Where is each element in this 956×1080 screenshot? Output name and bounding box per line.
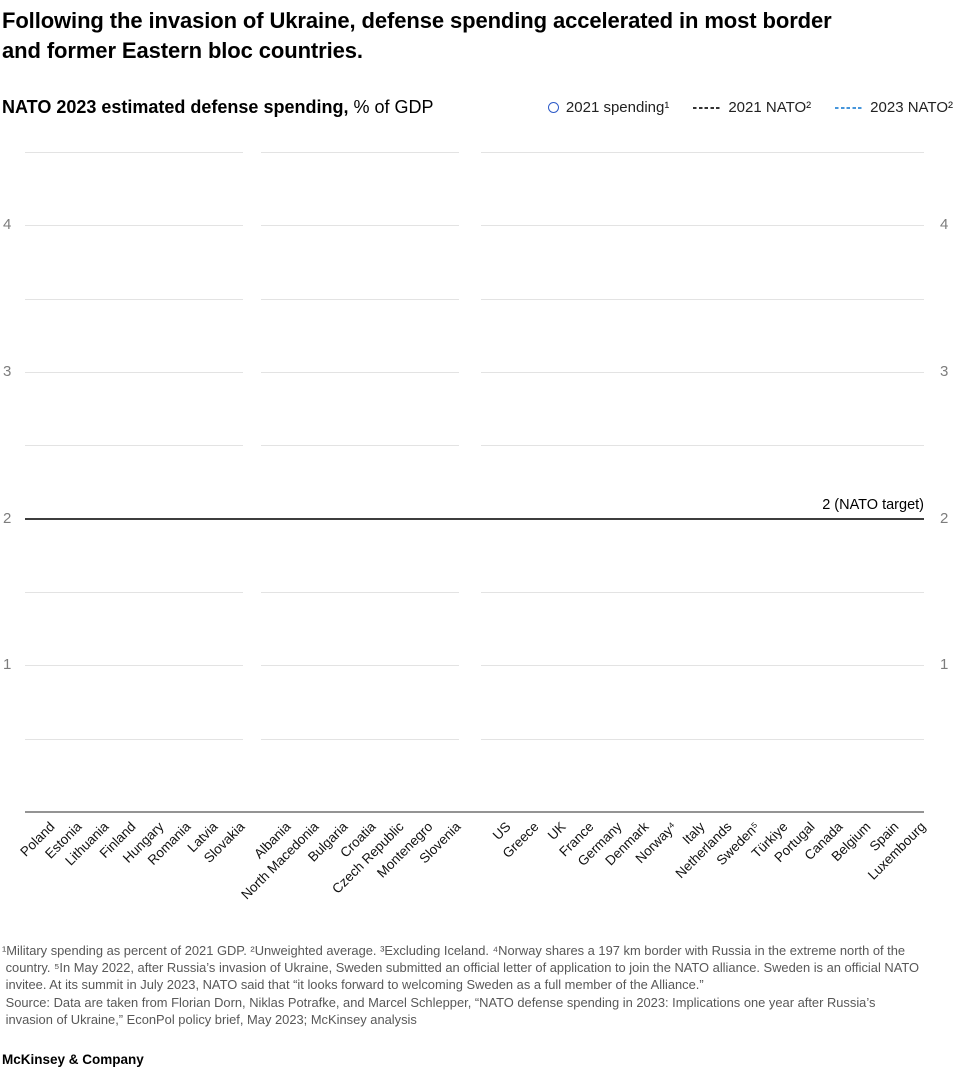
gridline (261, 152, 459, 153)
source-line: Source: Data are taken from Florian Dorn… (2, 994, 876, 1010)
dashed-line-icon (835, 106, 864, 109)
title-line-2: and former Eastern bloc countries. (2, 38, 363, 63)
y-axis-tick-label-right: 2 (940, 509, 949, 527)
gridline (261, 592, 459, 593)
gridline (261, 225, 459, 227)
x-axis-line (25, 811, 924, 813)
gridline (481, 445, 924, 447)
gridline (481, 665, 924, 667)
gridline (25, 738, 243, 740)
gridline (25, 298, 243, 300)
legend-item-2021-nato: 2021 NATO² (693, 99, 811, 116)
gridline (25, 592, 243, 593)
nato-target-label: 2 (NATO target) (822, 496, 924, 513)
gridline (261, 738, 459, 740)
gridline (25, 445, 243, 447)
gridline (481, 738, 924, 740)
circle-marker-icon (547, 102, 559, 113)
gridline (25, 225, 243, 227)
y-axis-tick-label-left: 1 (3, 656, 12, 674)
mckinsey-brand-text: McKinsey & Company (2, 1052, 144, 1067)
footnote-line: invitee. At its summit in July 2023, NAT… (2, 977, 704, 993)
footnote-line: ¹Military spending as percent of 2021 GD… (2, 943, 906, 958)
gridline (481, 225, 924, 227)
gridline (481, 372, 924, 373)
chart-subtitle-bold: NATO 2023 estimated defense spending, (2, 97, 349, 117)
legend-label: 2021 spending¹ (565, 99, 670, 116)
legend-item-2023-nato: 2023 NATO² (835, 99, 953, 116)
y-axis-tick-label-right: 3 (940, 363, 949, 380)
chart-subtitle: NATO 2023 estimated defense spending, % … (2, 97, 433, 118)
legend-label: 2023 NATO² (870, 99, 953, 116)
gridline (261, 665, 459, 667)
gridline (261, 445, 459, 447)
legend-label: 2021 NATO² (728, 99, 812, 116)
y-axis-tick-label-right: 1 (940, 656, 949, 674)
legend: 2021 spending¹ 2021 NATO² 2023 NATO² (547, 99, 953, 116)
source-line: invasion of Ukraine,” EconPol policy bri… (2, 1011, 417, 1027)
y-axis-tick-label-right: 4 (940, 216, 949, 234)
y-axis-tick-label-left: 4 (3, 216, 12, 234)
chart-subtitle-unit: % of GDP (348, 97, 434, 117)
gridline (481, 592, 924, 593)
gridline (25, 152, 243, 153)
legend-item-2021-spending: 2021 spending¹ (547, 99, 670, 116)
chart-header-row: NATO 2023 estimated defense spending, % … (2, 97, 953, 118)
gridline (25, 665, 243, 667)
y-axis-tick-label-left: 3 (3, 363, 12, 380)
gridline (481, 298, 924, 300)
y-axis-tick-label-left: 2 (3, 509, 12, 527)
gridline (481, 152, 924, 153)
page-title: Following the invasion of Ukraine, defen… (2, 6, 952, 66)
footnotes-block: ¹Military spending as percent of 2021 GD… (2, 942, 953, 1028)
nato-target-line (25, 517, 924, 520)
footnote-line: country. ⁵In May 2022, after Russia’s in… (2, 960, 920, 976)
dashed-line-icon (693, 106, 722, 109)
gridline (261, 372, 459, 373)
title-line-1: Following the invasion of Ukraine, defen… (2, 8, 832, 33)
gridline (25, 372, 243, 373)
gridline (261, 298, 459, 300)
